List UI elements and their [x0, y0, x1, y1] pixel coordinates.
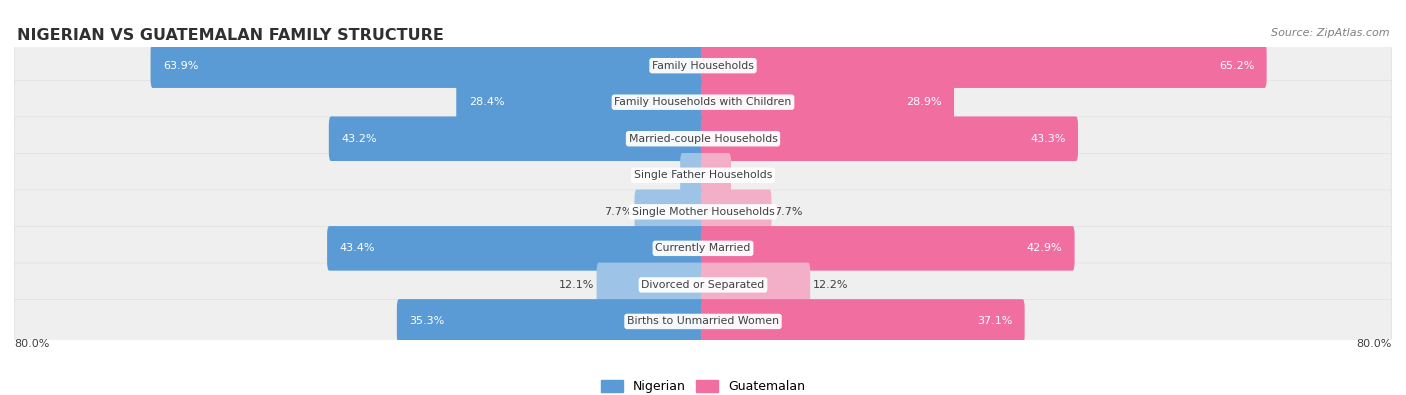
Text: Family Households: Family Households [652, 61, 754, 71]
FancyBboxPatch shape [14, 190, 1392, 234]
Text: 80.0%: 80.0% [14, 339, 49, 349]
Text: 7.7%: 7.7% [773, 207, 801, 217]
Text: 12.1%: 12.1% [560, 280, 595, 290]
Text: Births to Unmarried Women: Births to Unmarried Women [627, 316, 779, 326]
Text: Single Mother Households: Single Mother Households [631, 207, 775, 217]
Text: Family Households with Children: Family Households with Children [614, 97, 792, 107]
FancyBboxPatch shape [700, 263, 810, 307]
Text: Single Father Households: Single Father Households [634, 170, 772, 180]
FancyBboxPatch shape [700, 226, 1074, 271]
FancyBboxPatch shape [681, 153, 706, 198]
FancyBboxPatch shape [700, 117, 1078, 161]
Text: 80.0%: 80.0% [1357, 339, 1392, 349]
FancyBboxPatch shape [700, 190, 772, 234]
Text: 7.7%: 7.7% [605, 207, 633, 217]
FancyBboxPatch shape [700, 299, 1025, 344]
FancyBboxPatch shape [150, 43, 706, 88]
Text: 28.4%: 28.4% [468, 97, 505, 107]
FancyBboxPatch shape [14, 44, 1392, 88]
Text: 35.3%: 35.3% [409, 316, 444, 326]
Text: 28.9%: 28.9% [905, 97, 942, 107]
Text: 65.2%: 65.2% [1219, 61, 1254, 71]
FancyBboxPatch shape [14, 117, 1392, 161]
FancyBboxPatch shape [14, 299, 1392, 343]
Text: 2.4%: 2.4% [650, 170, 678, 180]
Legend: Nigerian, Guatemalan: Nigerian, Guatemalan [596, 374, 810, 395]
Text: 42.9%: 42.9% [1026, 243, 1062, 253]
Text: Married-couple Households: Married-couple Households [628, 134, 778, 144]
FancyBboxPatch shape [596, 263, 706, 307]
Text: 63.9%: 63.9% [163, 61, 198, 71]
FancyBboxPatch shape [396, 299, 706, 344]
Text: NIGERIAN VS GUATEMALAN FAMILY STRUCTURE: NIGERIAN VS GUATEMALAN FAMILY STRUCTURE [17, 28, 444, 43]
Text: 43.2%: 43.2% [342, 134, 377, 144]
Text: 3.0%: 3.0% [733, 170, 762, 180]
FancyBboxPatch shape [14, 226, 1392, 270]
Text: 12.2%: 12.2% [813, 280, 848, 290]
FancyBboxPatch shape [634, 190, 706, 234]
Text: 43.4%: 43.4% [340, 243, 375, 253]
Text: Source: ZipAtlas.com: Source: ZipAtlas.com [1271, 28, 1389, 38]
FancyBboxPatch shape [700, 43, 1267, 88]
FancyBboxPatch shape [14, 153, 1392, 197]
FancyBboxPatch shape [14, 263, 1392, 307]
FancyBboxPatch shape [457, 80, 706, 124]
Text: Currently Married: Currently Married [655, 243, 751, 253]
FancyBboxPatch shape [700, 153, 731, 198]
Text: 37.1%: 37.1% [977, 316, 1012, 326]
FancyBboxPatch shape [14, 80, 1392, 124]
FancyBboxPatch shape [329, 117, 706, 161]
FancyBboxPatch shape [328, 226, 706, 271]
Text: Divorced or Separated: Divorced or Separated [641, 280, 765, 290]
Text: 43.3%: 43.3% [1031, 134, 1066, 144]
FancyBboxPatch shape [700, 80, 955, 124]
